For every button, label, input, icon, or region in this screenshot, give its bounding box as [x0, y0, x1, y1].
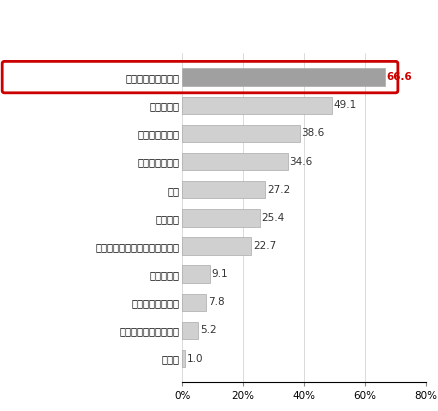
Bar: [182, 97, 331, 114]
Text: （複数回答、n=605）: （複数回答、n=605）: [341, 39, 425, 49]
Text: 66.6: 66.6: [386, 72, 412, 82]
Bar: [182, 322, 198, 339]
Bar: [182, 68, 384, 86]
Bar: [182, 209, 259, 226]
Bar: [182, 293, 205, 311]
Text: [07]  コンテンツマーケティングの実施手法: [07] コンテンツマーケティングの実施手法: [13, 14, 189, 28]
Text: 38.6: 38.6: [301, 128, 324, 139]
Text: 5.2: 5.2: [199, 326, 216, 335]
Text: 7.8: 7.8: [207, 297, 224, 307]
Bar: [182, 350, 185, 367]
Bar: [182, 237, 251, 255]
Bar: [182, 181, 265, 199]
Text: 9.1: 9.1: [211, 269, 228, 279]
Bar: [182, 125, 299, 142]
Text: 27.2: 27.2: [266, 185, 290, 195]
Text: 34.6: 34.6: [289, 157, 312, 166]
Bar: [182, 266, 209, 283]
Text: 25.4: 25.4: [261, 213, 284, 223]
Text: 49.1: 49.1: [333, 100, 356, 110]
Text: 1.0: 1.0: [187, 353, 203, 364]
Text: 22.7: 22.7: [253, 241, 276, 251]
Bar: [182, 153, 287, 170]
